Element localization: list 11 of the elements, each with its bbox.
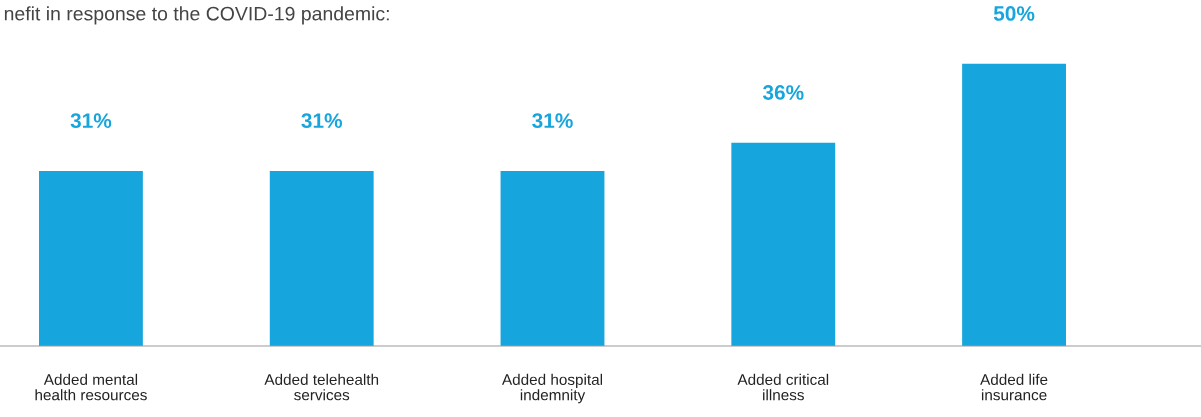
chart-title: nefit in response to the COVID-19 pandemic: — [4, 6, 389, 25]
x-tick-label: Added critical illness — [737, 373, 829, 401]
data-label: 31% — [532, 113, 573, 129]
data-label: 31% — [70, 113, 112, 129]
x-tick-label: Added hospital indemnity — [501, 373, 603, 404]
data-label: 50% — [993, 6, 1035, 21]
x-tick-label: Added telehealth services — [264, 373, 379, 401]
x-tick-label: Added life insurance — [980, 373, 1048, 401]
x-tick-label: Added mental health resources — [35, 373, 147, 401]
data-label: 31% — [301, 113, 343, 129]
data-label: 36% — [762, 85, 804, 100]
